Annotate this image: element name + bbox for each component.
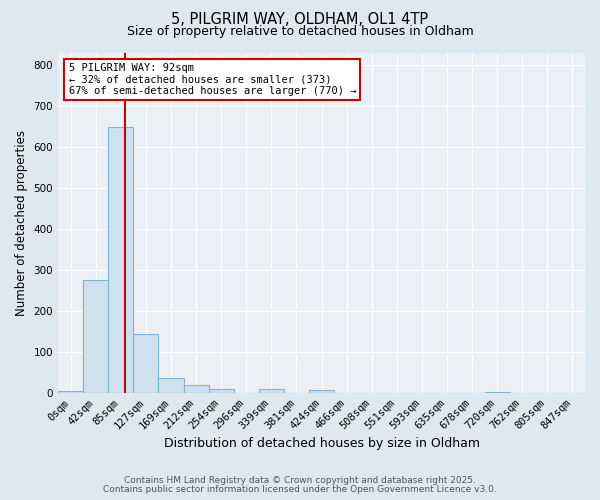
Bar: [83, 280, 108, 393]
Y-axis label: Number of detached properties: Number of detached properties: [15, 130, 28, 316]
Bar: [133, 334, 158, 393]
Bar: [184, 385, 209, 393]
Text: Contains HM Land Registry data © Crown copyright and database right 2025.: Contains HM Land Registry data © Crown c…: [124, 476, 476, 485]
Bar: [58, 391, 83, 393]
Bar: [309, 390, 334, 393]
X-axis label: Distribution of detached houses by size in Oldham: Distribution of detached houses by size …: [164, 437, 479, 450]
Text: 5 PILGRIM WAY: 92sqm
← 32% of detached houses are smaller (373)
67% of semi-deta: 5 PILGRIM WAY: 92sqm ← 32% of detached h…: [68, 62, 356, 96]
Text: Contains public sector information licensed under the Open Government Licence v3: Contains public sector information licen…: [103, 485, 497, 494]
Text: Size of property relative to detached houses in Oldham: Size of property relative to detached ho…: [127, 25, 473, 38]
Bar: [108, 127, 133, 393]
Text: 5, PILGRIM WAY, OLDHAM, OL1 4TP: 5, PILGRIM WAY, OLDHAM, OL1 4TP: [172, 12, 428, 28]
Bar: [485, 392, 510, 393]
Bar: [259, 389, 284, 393]
Bar: [209, 389, 233, 393]
Bar: [158, 378, 184, 393]
